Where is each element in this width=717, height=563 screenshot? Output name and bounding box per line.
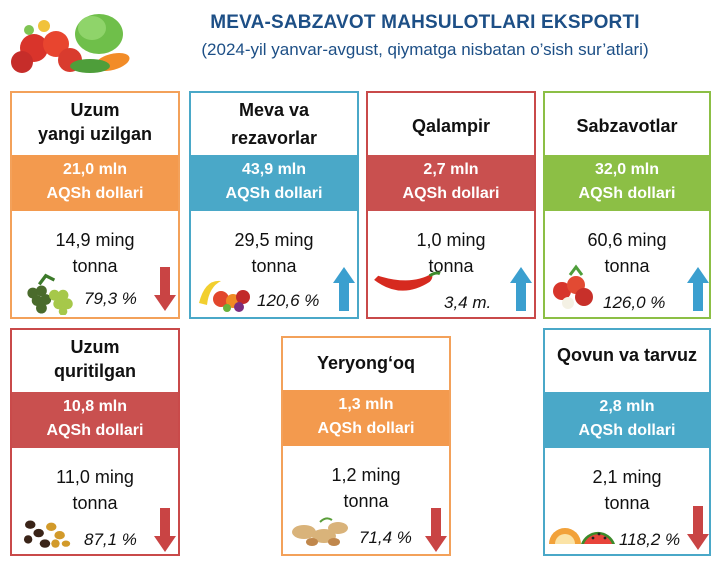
export-unit: AQSh dollari: [317, 420, 415, 437]
card-dried-grapes: Uzum quritilgan 10,8 mln AQSh dollari 11…: [10, 328, 180, 556]
vegetables-icon: [553, 264, 593, 309]
growth-rate: 3,4 m.: [444, 293, 492, 312]
growth-rate: 118,2 %: [619, 530, 681, 549]
export-value: 43,9 mln: [241, 161, 307, 178]
volume-amount: 1,2 ming: [331, 465, 401, 485]
card-title-line1: Yeryong‘oq: [316, 353, 415, 373]
growth-rate: 120,6 %: [257, 291, 320, 310]
value-band: 32,0 mln AQSh dollari: [545, 155, 709, 211]
volume-unit: tonna: [428, 256, 474, 276]
raisins-icon: [23, 520, 71, 548]
volume-amount: 60,6 ming: [587, 230, 667, 250]
volume-unit: tonna: [72, 493, 118, 513]
export-unit: AQSh dollari: [46, 422, 144, 439]
card-title-line2: yangi uzilgan: [37, 124, 152, 144]
volume-unit: tonna: [72, 256, 118, 276]
growth-rate: 79,3 %: [84, 289, 137, 308]
arrow-up-icon: [510, 267, 532, 311]
chili-pepper-icon: [374, 271, 441, 291]
arrow-up-icon: [333, 267, 355, 311]
export-unit: AQSh dollari: [578, 422, 676, 439]
volume-amount: 2,1 ming: [592, 467, 662, 487]
volume-amount: 11,0 ming: [56, 467, 134, 487]
arrow-down-icon: [154, 508, 176, 552]
card-title-line2: rezavorlar: [230, 128, 318, 148]
export-value: 2,7 mln: [423, 161, 479, 178]
growth-rate: 71,4 %: [359, 528, 412, 547]
export-value: 1,3 mln: [338, 396, 394, 413]
card-title-line1: Meva va: [238, 100, 310, 120]
card-pepper: Qalampir 2,7 mln AQSh dollari 1,0 ming t…: [366, 91, 536, 319]
card-title-line1: Sabzavotlar: [576, 116, 678, 136]
export-unit: AQSh dollari: [578, 185, 676, 202]
arrow-down-icon: [154, 267, 176, 311]
growth-rate: 87,1 %: [84, 530, 137, 549]
volume-unit: tonna: [251, 256, 297, 276]
card-vegetables: Sabzavotlar 32,0 mln AQSh dollari 60,6 m…: [543, 91, 711, 319]
export-unit: AQSh dollari: [46, 185, 144, 202]
arrow-down-icon: [425, 508, 447, 552]
volume-unit: tonna: [604, 493, 650, 513]
export-unit: AQSh dollari: [225, 185, 323, 202]
vegetables-basket-icon: [11, 14, 130, 73]
arrow-down-icon: [687, 506, 709, 550]
card-title-line1: Uzum: [70, 100, 120, 120]
card-title-line1: Qalampir: [411, 116, 491, 136]
volume-unit: tonna: [604, 256, 650, 276]
volume-amount: 14,9 ming: [55, 230, 135, 250]
volume-amount: 1,0 ming: [416, 230, 486, 250]
export-value: 10,8 mln: [62, 398, 128, 415]
card-fresh-grapes: Uzum yangi uzilgan 21,0 mln AQSh dollari…: [10, 91, 180, 319]
card-title-line2: quritilgan: [54, 361, 136, 381]
growth-rate: 126,0 %: [603, 293, 666, 312]
value-band: 10,8 mln AQSh dollari: [12, 392, 178, 448]
card-peanuts: Yeryong‘oq 1,3 mln AQSh dollari 1,2 ming…: [281, 336, 451, 556]
volume-unit: tonna: [343, 491, 389, 511]
melon-watermelon-icon: [549, 528, 615, 544]
card-title-line1: Uzum: [70, 337, 120, 357]
volume-amount: 29,5 ming: [234, 230, 314, 250]
card-fruits-berries: Meva va rezavorlar 43,9 mln AQSh dollari…: [189, 91, 359, 319]
page-title: MEVA-SABZAVOT MAHSULOTLARI EKSPORTI: [210, 12, 640, 33]
value-band: 2,7 mln AQSh dollari: [368, 155, 534, 211]
page-subtitle: (2024-yil yanvar-avgust, qiymatga nisbat…: [201, 40, 649, 59]
grapes-icon: [27, 273, 73, 315]
fruits-icon: [199, 280, 250, 312]
value-band: 43,9 mln AQSh dollari: [191, 155, 357, 211]
peanuts-icon: [292, 517, 348, 546]
arrow-up-icon: [687, 267, 709, 311]
export-value: 2,8 mln: [599, 398, 655, 415]
export-value: 21,0 mln: [62, 161, 128, 178]
value-band: 1,3 mln AQSh dollari: [283, 390, 449, 446]
card-title-line1: Qovun va tarvuz: [556, 345, 698, 365]
value-band: 21,0 mln AQSh dollari: [12, 155, 178, 211]
card-melon-watermelon: Qovun va tarvuz 2,8 mln AQSh dollari 2,1…: [543, 328, 711, 556]
value-band: 2,8 mln AQSh dollari: [545, 392, 709, 448]
export-value: 32,0 mln: [594, 161, 660, 178]
export-unit: AQSh dollari: [402, 185, 500, 202]
